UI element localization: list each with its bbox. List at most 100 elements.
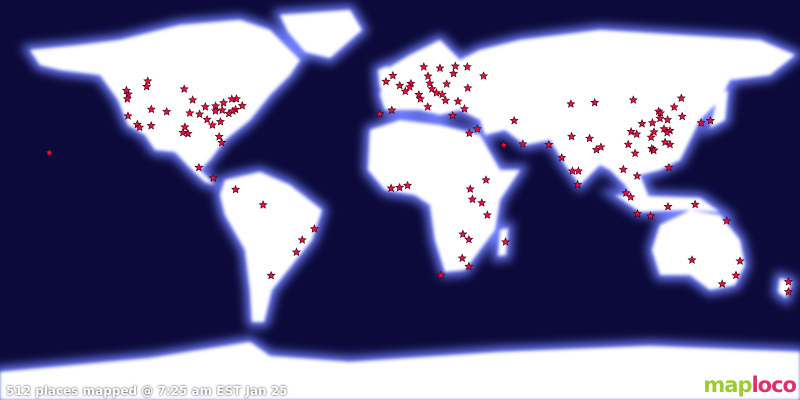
place-marker-star-icon[interactable]: [441, 95, 451, 105]
place-marker-star-icon[interactable]: [162, 107, 172, 116]
place-marker-star-icon[interactable]: [630, 148, 640, 158]
place-marker-star-icon[interactable]: [44, 147, 54, 157]
place-marker-star-icon[interactable]: [621, 188, 631, 197]
place-marker-star-icon[interactable]: [423, 102, 433, 111]
place-marker-star-icon[interactable]: [596, 142, 606, 151]
place-marker-star-icon[interactable]: [179, 84, 189, 93]
place-marker-star-icon[interactable]: [557, 153, 567, 162]
place-marker-star-icon[interactable]: [783, 277, 793, 286]
place-marker-star-icon[interactable]: [649, 127, 659, 136]
place-marker-star-icon[interactable]: [457, 253, 467, 263]
place-marker-star-icon[interactable]: [202, 114, 212, 124]
place-marker-star-icon[interactable]: [219, 98, 229, 107]
place-marker-star-icon[interactable]: [662, 127, 672, 137]
place-marker-star-icon[interactable]: [479, 71, 489, 80]
place-marker-star-icon[interactable]: [297, 235, 307, 244]
place-marker-star-icon[interactable]: [214, 131, 224, 141]
place-marker-star-icon[interactable]: [135, 122, 145, 132]
place-marker-star-icon[interactable]: [143, 76, 153, 85]
place-marker-star-icon[interactable]: [217, 105, 227, 115]
place-marker-star-icon[interactable]: [231, 184, 241, 194]
place-marker-star-icon[interactable]: [211, 106, 221, 115]
place-marker-star-icon[interactable]: [121, 85, 131, 95]
place-marker-star-icon[interactable]: [465, 184, 475, 193]
place-marker-star-icon[interactable]: [450, 61, 460, 71]
place-marker-star-icon[interactable]: [403, 180, 413, 190]
place-marker-star-icon[interactable]: [626, 192, 636, 201]
place-marker-star-icon[interactable]: [437, 89, 447, 99]
place-marker-star-icon[interactable]: [436, 270, 446, 280]
place-marker-star-icon[interactable]: [690, 199, 700, 209]
place-marker-star-icon[interactable]: [464, 128, 474, 138]
place-marker-star-icon[interactable]: [188, 95, 198, 104]
place-marker-star-icon[interactable]: [783, 287, 793, 296]
place-marker-star-icon[interactable]: [258, 200, 268, 209]
place-marker-star-icon[interactable]: [659, 124, 669, 133]
place-marker-star-icon[interactable]: [590, 97, 600, 107]
place-marker-star-icon[interactable]: [696, 118, 706, 127]
place-marker-star-icon[interactable]: [458, 229, 468, 239]
place-marker-star-icon[interactable]: [195, 109, 205, 119]
place-marker-star-icon[interactable]: [146, 104, 156, 114]
place-marker-star-icon[interactable]: [618, 164, 628, 174]
place-marker-star-icon[interactable]: [448, 110, 458, 120]
place-marker-star-icon[interactable]: [665, 139, 675, 149]
place-marker-star-icon[interactable]: [215, 117, 225, 126]
place-marker-star-icon[interactable]: [427, 84, 437, 93]
place-marker-star-icon[interactable]: [623, 139, 633, 149]
place-marker-star-icon[interactable]: [499, 140, 509, 149]
place-marker-star-icon[interactable]: [687, 255, 697, 264]
place-marker-star-icon[interactable]: [224, 108, 234, 118]
place-marker-star-icon[interactable]: [481, 175, 491, 184]
place-marker-star-icon[interactable]: [637, 119, 647, 128]
place-marker-star-icon[interactable]: [573, 166, 583, 175]
place-marker-star-icon[interactable]: [664, 162, 674, 172]
place-marker-star-icon[interactable]: [146, 121, 156, 130]
place-marker-star-icon[interactable]: [735, 256, 745, 265]
place-marker-star-icon[interactable]: [647, 118, 657, 127]
place-marker-star-icon[interactable]: [207, 120, 217, 129]
place-marker-star-icon[interactable]: [482, 210, 492, 219]
place-marker-star-icon[interactable]: [676, 93, 686, 103]
place-marker-star-icon[interactable]: [208, 173, 218, 182]
place-marker-star-icon[interactable]: [122, 94, 132, 103]
place-marker-star-icon[interactable]: [178, 127, 188, 137]
place-marker-star-icon[interactable]: [585, 133, 595, 143]
place-marker-star-icon[interactable]: [467, 194, 477, 204]
place-marker-star-icon[interactable]: [453, 96, 463, 106]
place-marker-star-icon[interactable]: [442, 79, 452, 88]
place-marker-star-icon[interactable]: [435, 63, 445, 73]
place-marker-star-icon[interactable]: [395, 80, 405, 90]
place-marker-star-icon[interactable]: [663, 115, 673, 124]
place-marker-star-icon[interactable]: [185, 108, 195, 117]
place-marker-star-icon[interactable]: [501, 237, 511, 246]
place-marker-star-icon[interactable]: [717, 279, 727, 288]
place-marker-star-icon[interactable]: [646, 211, 656, 220]
place-marker-star-icon[interactable]: [649, 145, 659, 155]
place-marker-star-icon[interactable]: [464, 261, 474, 271]
place-marker-star-icon[interactable]: [663, 201, 673, 211]
place-marker-star-icon[interactable]: [677, 111, 687, 121]
place-marker-star-icon[interactable]: [309, 224, 319, 233]
place-marker-star-icon[interactable]: [472, 124, 482, 133]
place-marker-star-icon[interactable]: [628, 95, 638, 104]
place-marker-star-icon[interactable]: [573, 179, 583, 189]
place-marker-star-icon[interactable]: [705, 115, 715, 125]
place-marker-star-icon[interactable]: [291, 247, 301, 257]
place-marker-star-icon[interactable]: [567, 131, 577, 141]
place-marker-star-icon[interactable]: [462, 62, 472, 71]
maploco-logo[interactable]: maploco: [703, 373, 797, 397]
place-marker-star-icon[interactable]: [459, 104, 469, 113]
place-marker-star-icon[interactable]: [200, 102, 210, 111]
place-marker-star-icon[interactable]: [655, 113, 665, 123]
place-marker-star-icon[interactable]: [395, 182, 405, 192]
place-marker-star-icon[interactable]: [405, 82, 415, 91]
place-marker-star-icon[interactable]: [142, 81, 152, 91]
place-marker-star-icon[interactable]: [632, 209, 642, 218]
place-marker-star-icon[interactable]: [266, 270, 276, 280]
place-marker-star-icon[interactable]: [632, 129, 642, 139]
place-marker-star-icon[interactable]: [509, 115, 519, 125]
place-marker-star-icon[interactable]: [217, 137, 227, 147]
place-marker-star-icon[interactable]: [544, 139, 554, 149]
